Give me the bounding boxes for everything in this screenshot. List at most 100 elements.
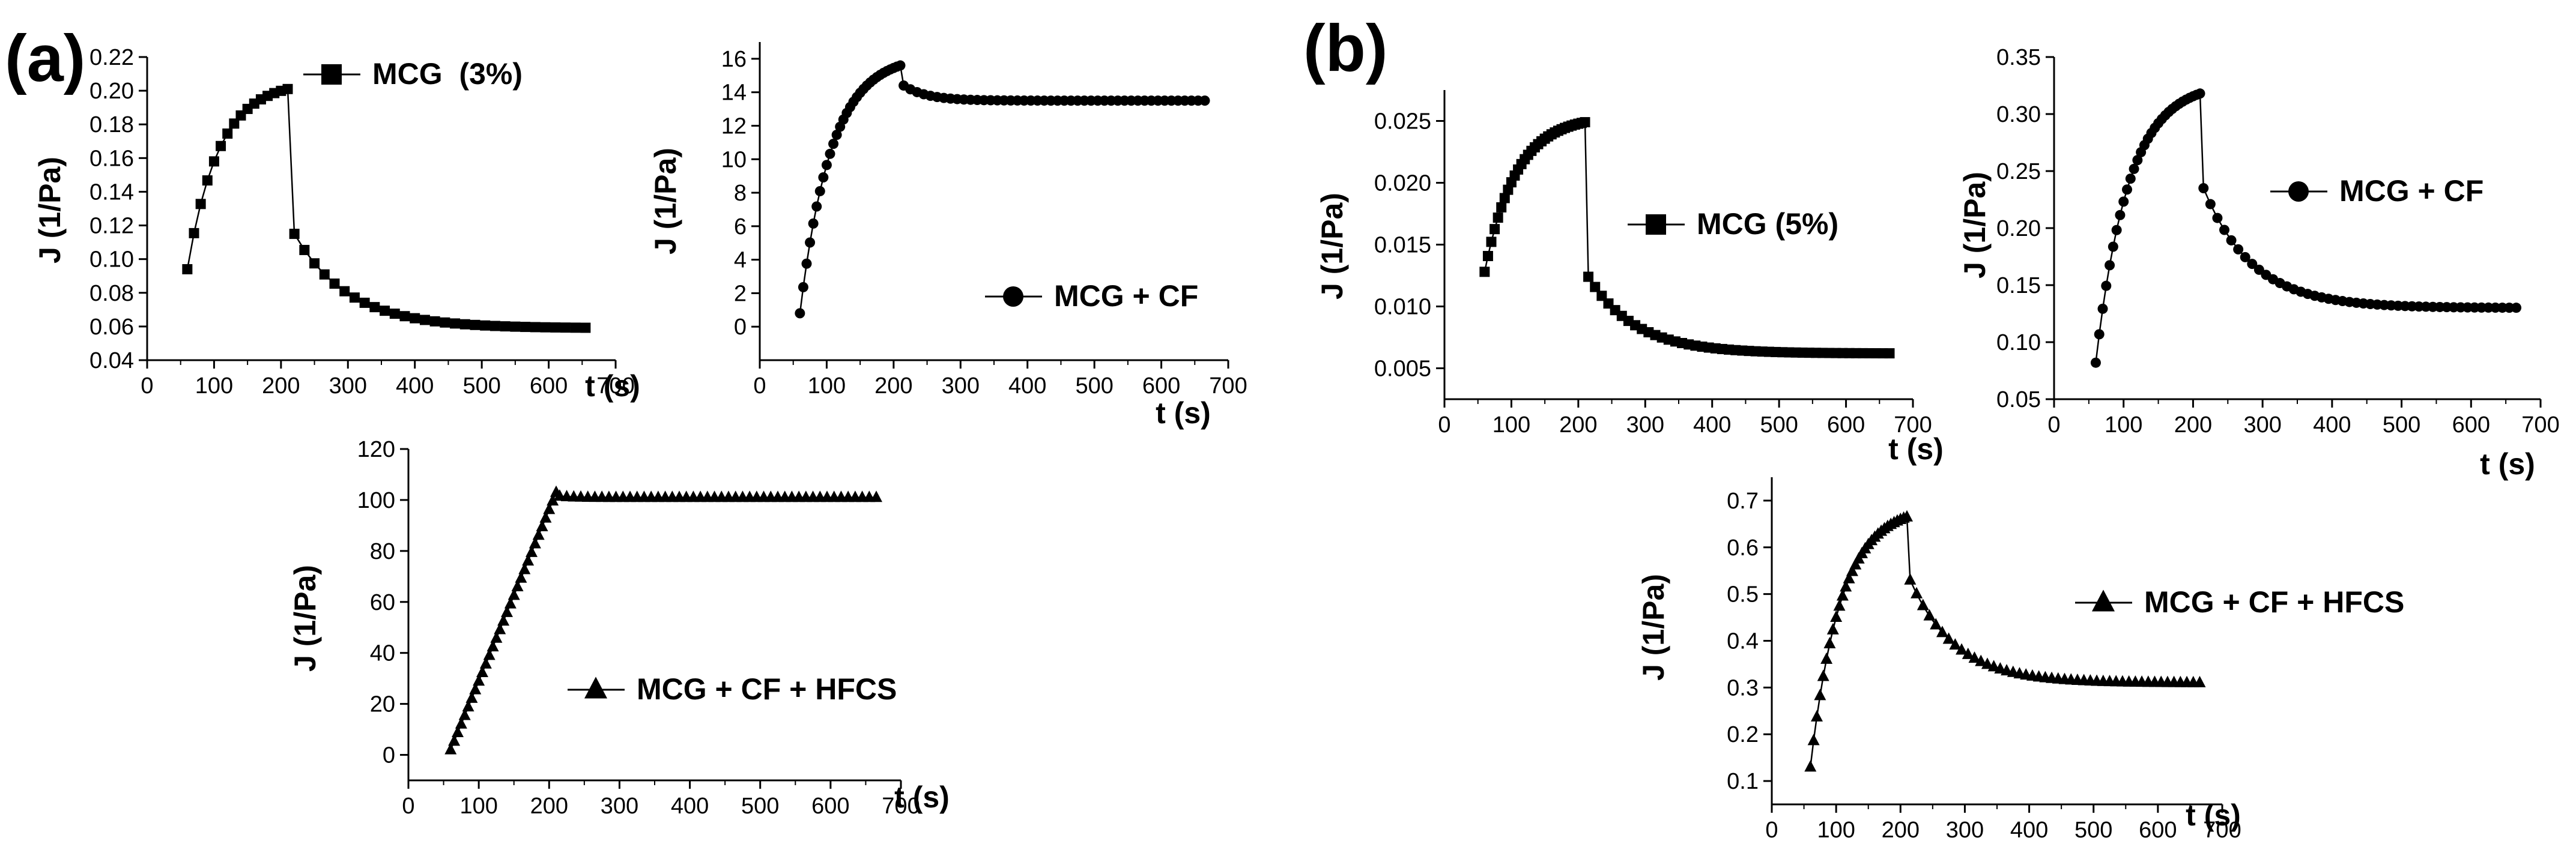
x-tick-label: 500 (741, 794, 779, 819)
data-point (2090, 357, 2101, 368)
x-tick-label: 500 (1075, 373, 1113, 399)
data-point (1930, 618, 1942, 630)
data-point (1901, 510, 1913, 522)
data-point (1911, 586, 1923, 598)
y-axis-title: J (1/Pa) (649, 148, 682, 255)
data-point (1962, 647, 1974, 659)
data-point (1482, 251, 1493, 262)
y-tick-label: 40 (370, 641, 395, 666)
data-point (1836, 589, 1849, 601)
data-point (504, 597, 517, 609)
x-tick-label: 600 (2452, 412, 2490, 438)
data-point (216, 140, 226, 151)
y-tick-label: 0.010 (1374, 295, 1431, 320)
data-point (440, 317, 450, 328)
x-tick-label: 700 (2521, 412, 2559, 438)
y-axis-title: J (1/Pa) (33, 157, 67, 264)
series-line (186, 88, 586, 329)
y-tick-label: 0.10 (89, 247, 134, 273)
series-line (1810, 516, 2200, 767)
y-tick-label: 0.6 (1727, 535, 1759, 561)
x-axis-title: t (s) (2186, 798, 2241, 832)
data-point (2094, 329, 2105, 340)
data-point (1811, 710, 1823, 722)
data-point (486, 640, 499, 652)
data-point (570, 322, 581, 333)
y-tick-label: 0.08 (89, 281, 134, 306)
data-point (798, 282, 808, 292)
data-point (825, 148, 835, 159)
data-point (473, 674, 485, 686)
x-tick-label: 300 (942, 373, 980, 399)
legend-label: MCG + CF (1054, 279, 1198, 313)
data-point (489, 321, 500, 331)
data-point (410, 313, 420, 324)
data-point (2115, 209, 2126, 220)
x-tick-label: 600 (2139, 818, 2177, 843)
legend-marker (1646, 214, 1666, 235)
data-point (389, 309, 400, 319)
data-point (811, 201, 822, 212)
data-point (818, 172, 829, 182)
data-point (1981, 657, 1993, 669)
data-point (2247, 259, 2258, 270)
x-tick-label: 700 (1894, 412, 1932, 438)
data-point (870, 490, 882, 502)
chart-b3: 0 100 200 300 400 500 600 700 0.1 0.2 0.3 0.4 0.5 0.6… (1637, 477, 2404, 843)
data-point (1975, 654, 1987, 666)
data-point (1580, 117, 1590, 128)
data-point (1936, 625, 1948, 637)
y-axis-title: J (1/Pa) (1637, 574, 1670, 681)
data-point (1479, 267, 1490, 277)
series-line (2095, 92, 2517, 363)
x-tick-label: 300 (601, 794, 638, 819)
x-tick-label: 500 (2074, 818, 2112, 843)
data-point (1804, 760, 1817, 772)
x-tick-label: 700 (1209, 373, 1247, 399)
data-point (543, 502, 556, 514)
data-point (526, 545, 538, 557)
x-tick-label: 700 (596, 373, 634, 399)
data-point (1583, 271, 1594, 282)
y-tick-label: 80 (370, 539, 395, 564)
y-tick-label: 0.2 (1727, 722, 1759, 747)
data-point (2097, 303, 2108, 314)
data-point (1843, 571, 1855, 583)
x-tick-label: 600 (811, 794, 849, 819)
data-point (540, 322, 551, 333)
x-tick-label: 0 (402, 794, 414, 819)
x-tick-label: 100 (195, 373, 233, 399)
x-tick-label: 300 (2243, 412, 2281, 438)
data-point (831, 130, 842, 140)
x-axis-title: t (s) (1156, 396, 1211, 430)
y-tick-label: 2 (734, 281, 747, 306)
data-point (2195, 88, 2205, 99)
data-point (459, 319, 470, 330)
data-point (532, 528, 545, 540)
y-tick-label: 0.025 (1374, 109, 1431, 134)
y-tick-label: 0.25 (1996, 159, 2041, 184)
series-line (450, 490, 876, 750)
data-point (805, 237, 816, 248)
data-point (2226, 235, 2237, 246)
data-point (580, 322, 591, 333)
y-tick-label: 0.35 (1996, 45, 2041, 70)
data-point (539, 511, 552, 523)
y-tick-label: 120 (357, 437, 395, 462)
x-tick-label: 600 (530, 373, 568, 399)
data-point (479, 657, 492, 669)
data-point (2198, 183, 2209, 193)
chart-b1: 0 100 200 300 400 500 600 700 0.005 0.010 0.015 0.0… (1315, 90, 1944, 466)
data-point (2101, 280, 2112, 291)
x-tick-label: 400 (1693, 412, 1731, 438)
data-point (399, 311, 410, 322)
data-point (814, 185, 825, 196)
data-point (547, 494, 559, 506)
x-tick-label: 0 (2047, 412, 2060, 438)
data-point (444, 743, 457, 755)
data-point (462, 700, 474, 712)
data-point (470, 319, 480, 330)
y-tick-label: 0.14 (89, 179, 134, 205)
data-point (2511, 303, 2521, 313)
x-axis-title: t (s) (1888, 432, 1944, 466)
